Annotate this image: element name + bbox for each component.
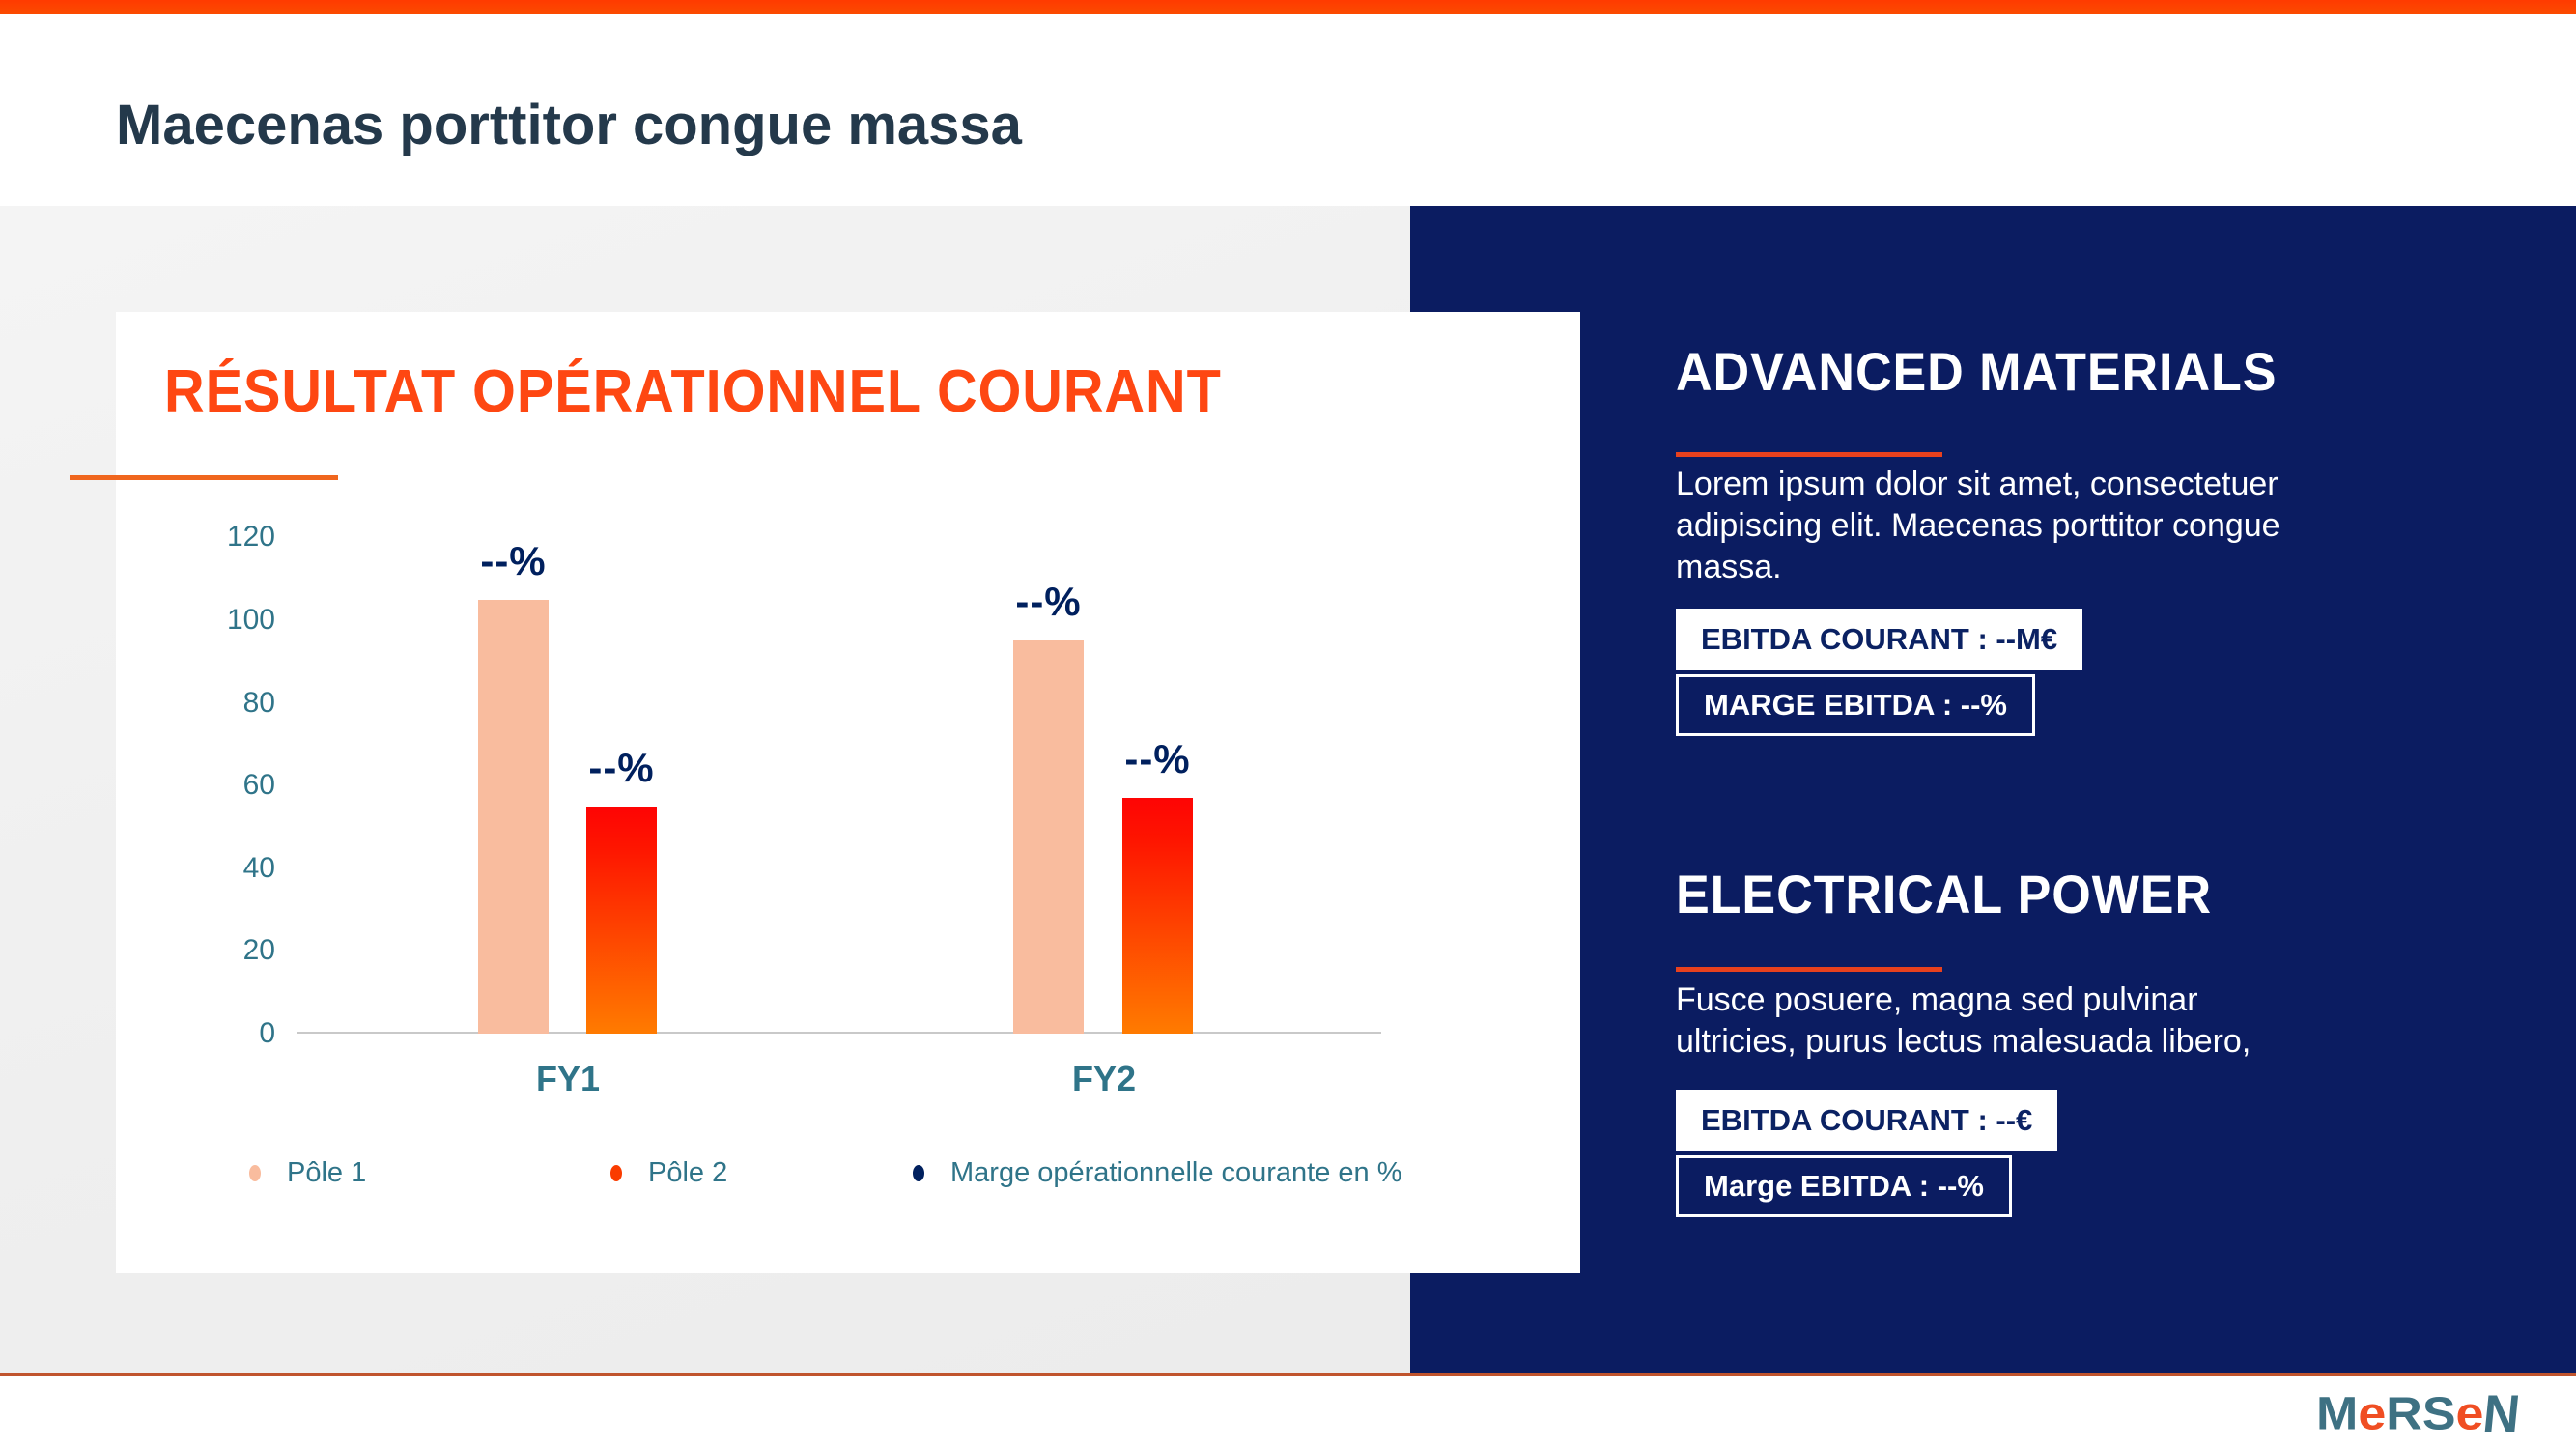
bottom-accent-line (0, 1373, 2576, 1376)
legend-label-pole2: Pôle 2 (648, 1156, 728, 1188)
legend-dot-pole1 (249, 1164, 261, 1181)
legend-label-marge: Marge opérationnelle courante en % (950, 1156, 1402, 1188)
logo-letter-S: S (2421, 1388, 2456, 1440)
section-heading-advanced-materials: ADVANCED MATERIALS (1676, 341, 2278, 402)
legend-item-pole1: Pôle 1 (249, 1155, 366, 1190)
badge-ebitda-courant-am: EBITDA COURANT : --M€ (1676, 609, 2083, 670)
advanced-materials-body: Lorem ipsum dolor sit amet, consectetuer… (1676, 466, 2280, 585)
electrical-power-body: Fusce posuere, magna sed pulvinar ultric… (1676, 981, 2251, 1060)
logo-letter-e: e (2455, 1388, 2484, 1440)
legend-label-pole1: Pôle 1 (287, 1156, 367, 1188)
section-advanced-materials: ADVANCED MATERIALS (1676, 340, 2429, 403)
badge-marge-ebitda-ep: Marge EBITDA : --% (1676, 1155, 2012, 1217)
section-heading-electrical-power: ELECTRICAL POWER (1676, 864, 2212, 924)
logo-letter-R: R (2386, 1388, 2422, 1440)
top-accent-bar (0, 0, 2576, 14)
logo-letter-M: M (2316, 1388, 2359, 1440)
legend-item-pole2: Pôle 2 (610, 1155, 727, 1190)
electrical-power-underline (1676, 967, 1942, 972)
logo-letter-e: e (2358, 1388, 2387, 1440)
chart-card (116, 312, 1580, 1273)
chart-title-underline (70, 475, 338, 480)
legend-dot-marge (913, 1164, 924, 1181)
legend-dot-pole2 (610, 1164, 622, 1181)
section-electrical-power: ELECTRICAL POWER (1676, 863, 2429, 925)
badge-marge-ebitda-am: MARGE EBITDA : --% (1676, 674, 2035, 736)
advanced-materials-underline (1676, 452, 1942, 457)
badge-ebitda-courant-ep: EBITDA COURANT : --€ (1676, 1090, 2058, 1151)
logo-letter-N: N (2480, 1384, 2524, 1444)
mersen-logo: MeRSeN (2316, 1384, 2524, 1444)
chart-title: RÉSULTAT OPÉRATIONNEL COURANT (164, 358, 1222, 425)
page-title: Maecenas porttitor congue massa (116, 94, 1022, 156)
legend-item-marge: Marge opérationnelle courante en % (913, 1155, 1402, 1190)
